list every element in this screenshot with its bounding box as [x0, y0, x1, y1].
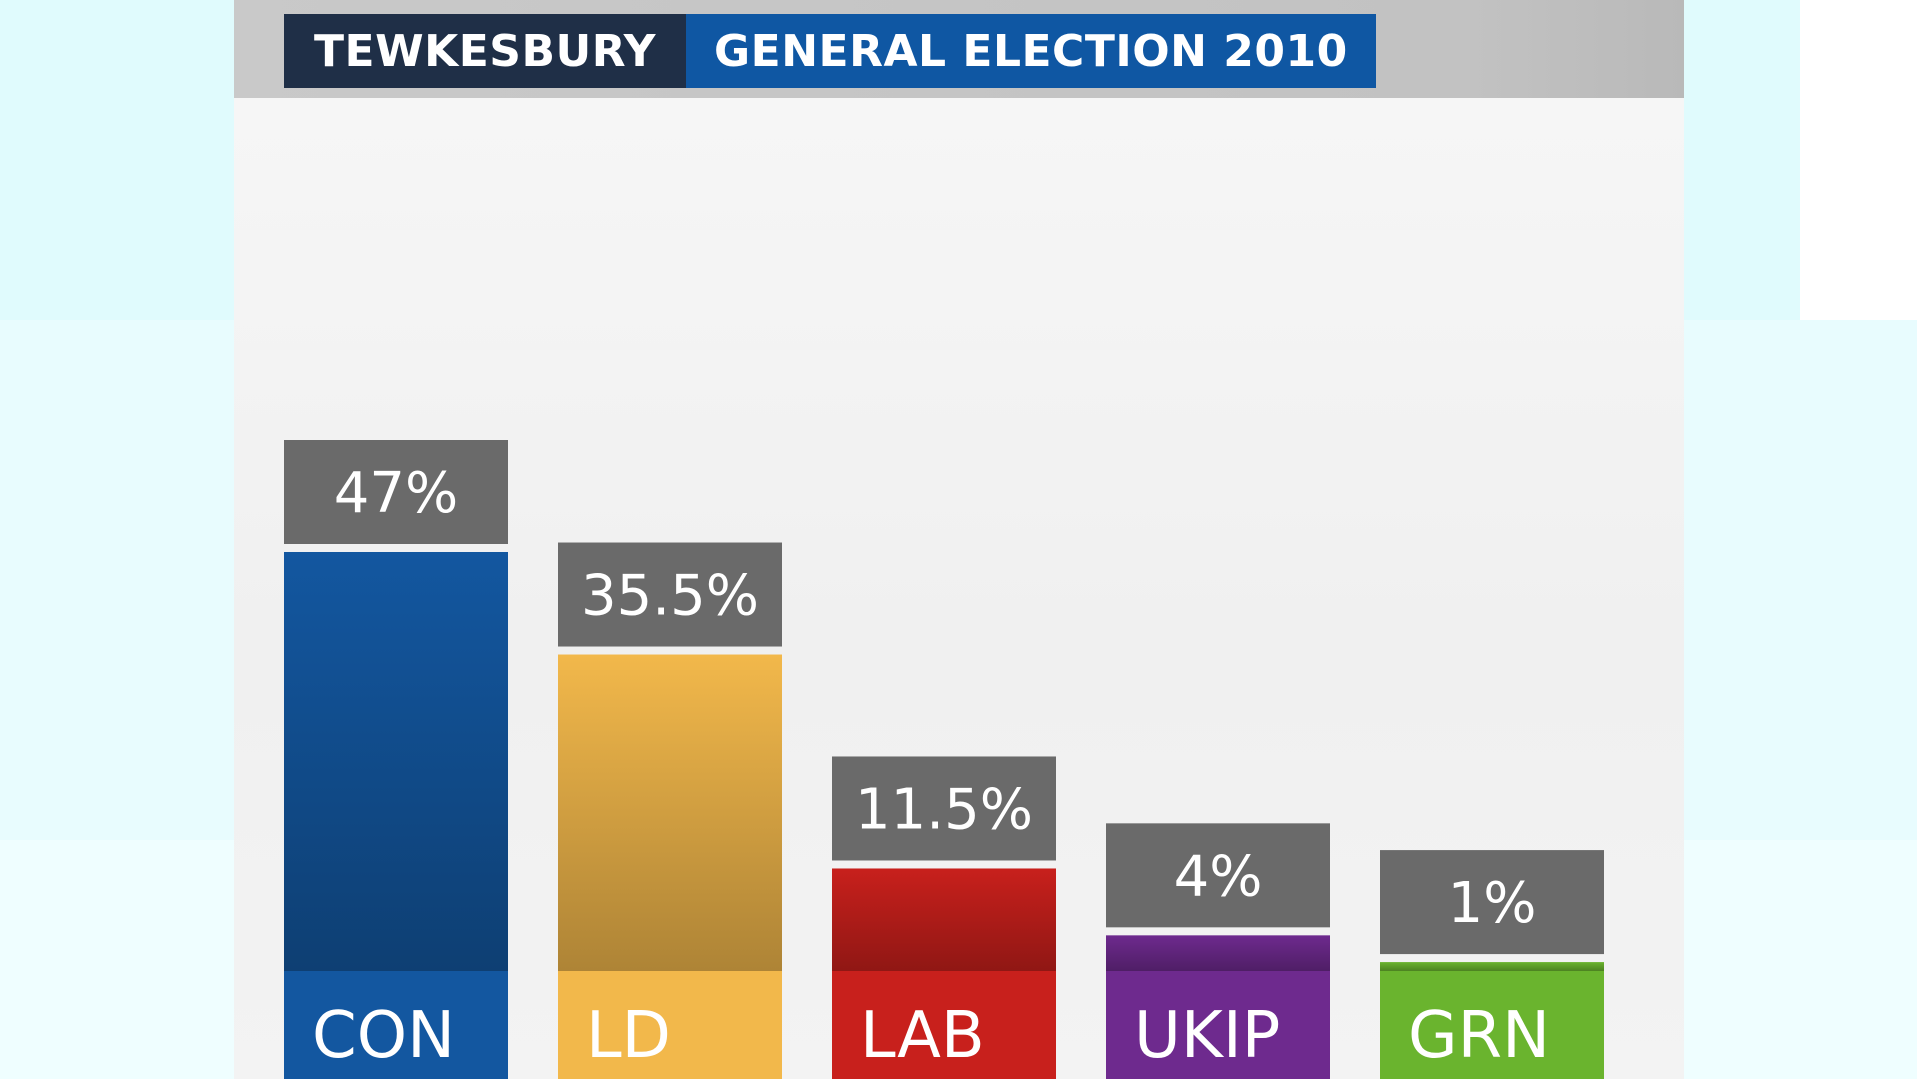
bar-ukip [1106, 935, 1330, 971]
bar-lab [832, 868, 1056, 971]
chart-title: TEWKESBURY GENERAL ELECTION 2010 [284, 14, 1376, 88]
bar-con [284, 552, 508, 971]
value-label-ld: 35.5% [581, 564, 759, 629]
value-label-con: 47% [334, 461, 458, 526]
bar-chart: CON 47% LD 35.5% LAB 11.5% UKIP 4% GRN 1% [284, 440, 1604, 1079]
category-label-ld: LD [586, 999, 671, 1073]
bar-ld [558, 654, 782, 971]
background-right-strip [1800, 0, 1917, 320]
constituency-label: TEWKESBURY [284, 14, 687, 88]
value-label-lab: 11.5% [855, 777, 1033, 842]
value-label-grn: 1% [1448, 871, 1537, 936]
category-strip-lab [832, 971, 1056, 1079]
value-label-box-lab [832, 756, 1056, 861]
category-strip-ukip [1106, 971, 1330, 1079]
category-strip-grn [1380, 971, 1604, 1079]
header-bar: TEWKESBURY GENERAL ELECTION 2010 [234, 0, 1684, 98]
value-label-box-grn [1380, 850, 1604, 955]
election-label: GENERAL ELECTION 2010 [686, 14, 1376, 88]
category-label-ukip: UKIP [1134, 999, 1280, 1073]
bar-grn [1380, 962, 1604, 971]
category-strip-ld [558, 971, 782, 1079]
value-label-ukip: 4% [1174, 844, 1263, 909]
category-label-grn: GRN [1408, 999, 1550, 1073]
value-label-box-ukip [1106, 823, 1330, 928]
election-graphic: TEWKESBURY GENERAL ELECTION 2010 CON 47% L… [234, 0, 1684, 1079]
value-label-box-ld [558, 542, 782, 647]
category-label-lab: LAB [860, 999, 985, 1073]
value-label-box-con [284, 440, 508, 544]
category-strip-con [284, 971, 508, 1079]
category-label-con: CON [312, 999, 455, 1073]
